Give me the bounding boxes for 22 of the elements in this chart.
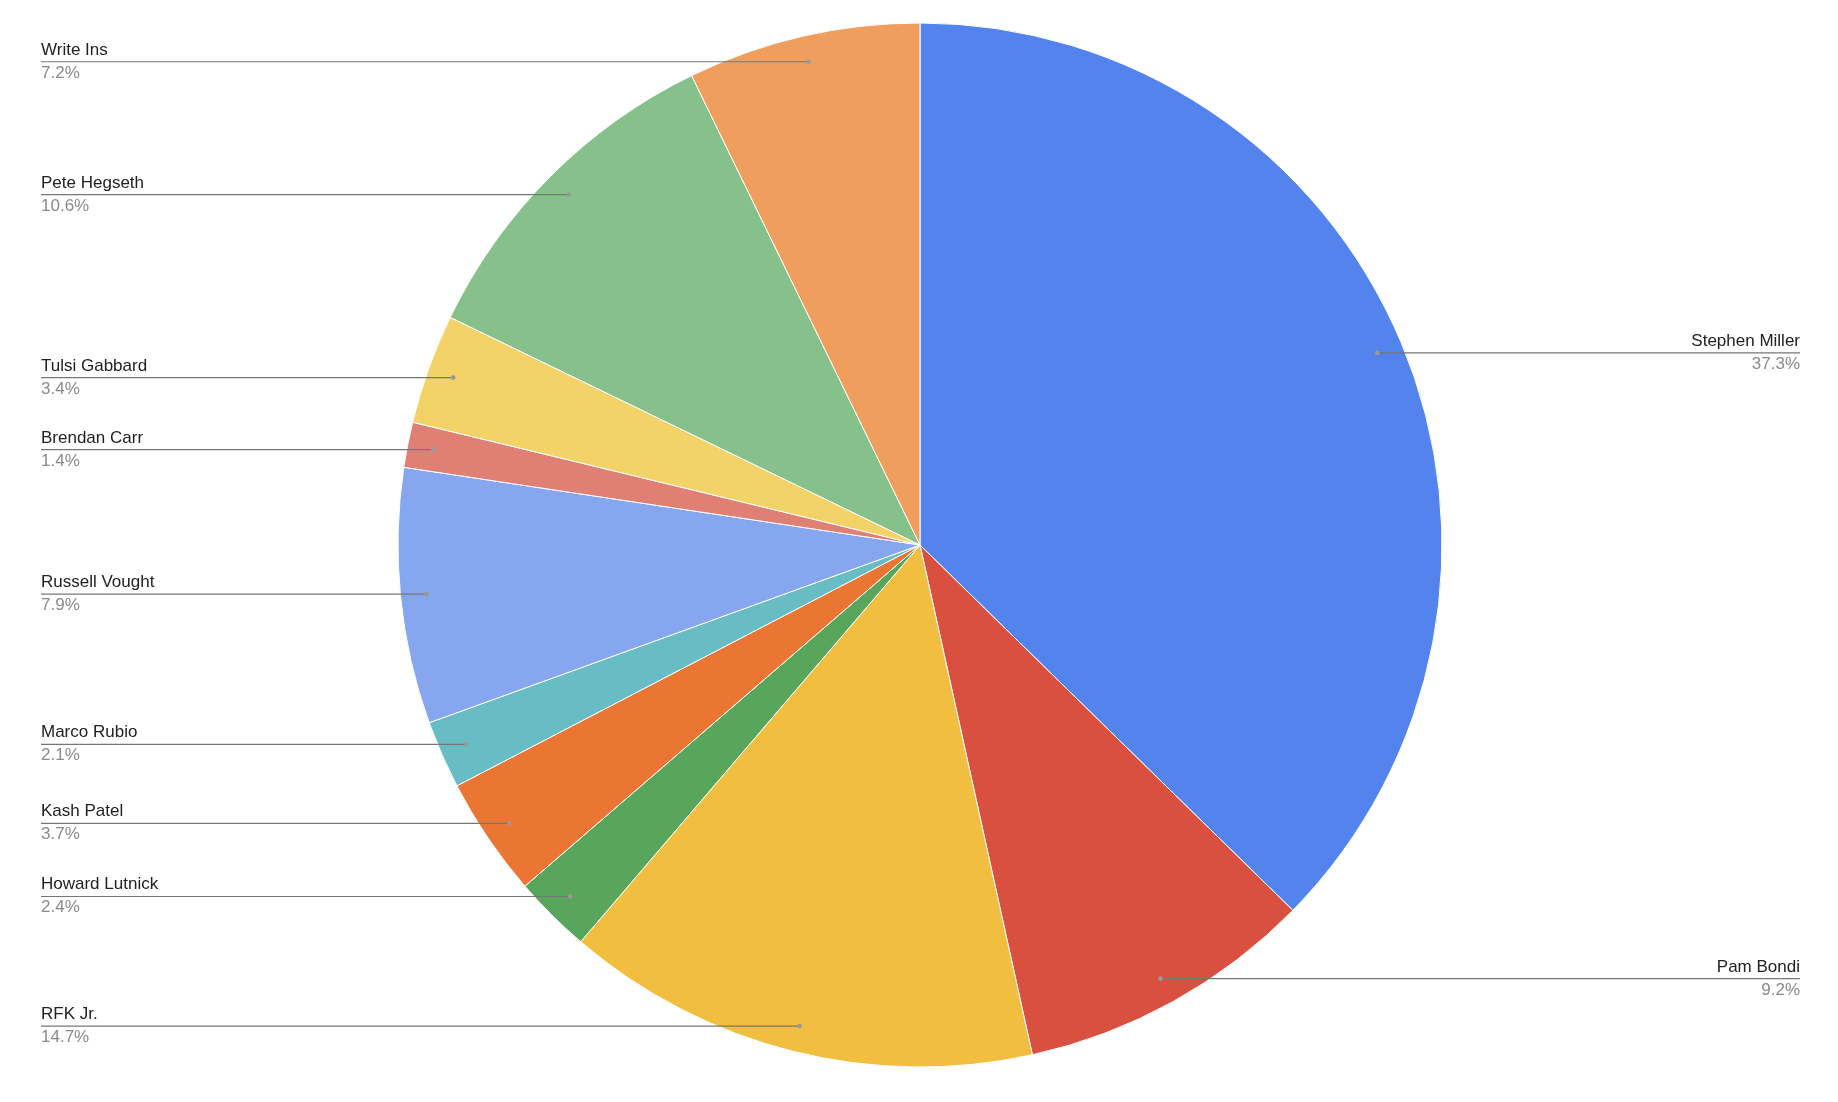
slice-label: Howard Lutnick (41, 874, 159, 894)
data-label: 7.9% (41, 595, 80, 615)
slice-label: Tulsi Gabbard (41, 355, 148, 375)
data-label: 3.7% (41, 824, 80, 844)
slice-label: Kash Patel (41, 801, 124, 821)
data-label: 37.3% (1751, 353, 1800, 373)
data-label: 14.7% (41, 1027, 90, 1047)
slice-label: Pam Bondi (1716, 956, 1800, 976)
slice-label: Russell Vought (41, 572, 155, 592)
slice-label: Brendan Carr (41, 427, 144, 447)
slice-label: Marco Rubio (41, 722, 138, 742)
data-label: 2.4% (41, 897, 80, 917)
data-label: 9.2% (1761, 979, 1800, 999)
data-label: 10.6% (41, 195, 90, 215)
data-label: 1.4% (41, 450, 80, 470)
slice-label: Stephen Miller (1691, 330, 1801, 350)
slice-label: RFK Jr. (41, 1004, 98, 1024)
data-label: 7.2% (41, 62, 80, 82)
data-label: 3.4% (41, 378, 80, 398)
slice-label: Pete Hegseth (41, 172, 145, 192)
slice-label: Write Ins (41, 39, 108, 59)
data-label: 2.1% (41, 745, 80, 765)
